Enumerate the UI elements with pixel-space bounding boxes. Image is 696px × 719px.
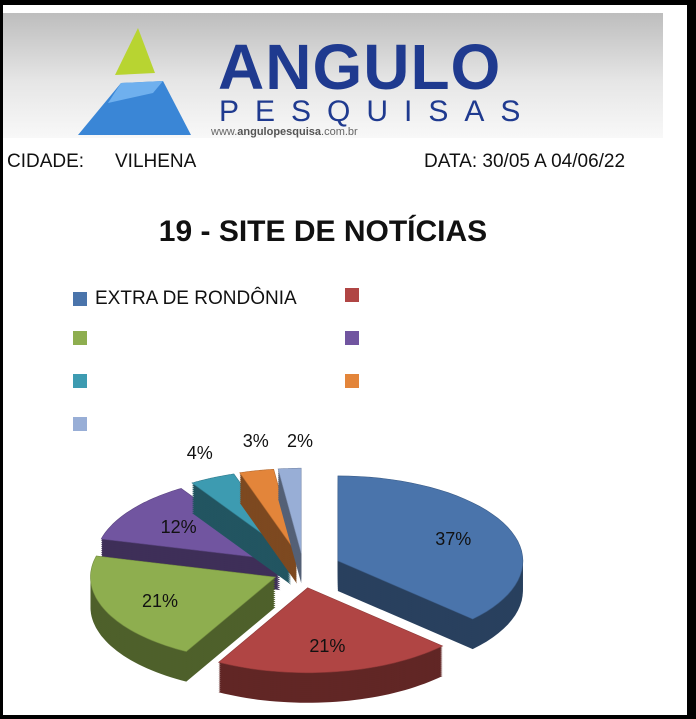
pie-slice	[277, 467, 302, 584]
city-value: VILHENA	[115, 151, 197, 172]
data-label: 21%	[309, 636, 345, 656]
brand-name: ANGULO	[218, 31, 502, 103]
pie-slice-top	[90, 555, 277, 652]
legend-swatch	[73, 417, 87, 431]
chart-title: 19 - SITE DE NOTÍCIAS	[158, 215, 488, 248]
data-label: 2%	[287, 431, 313, 451]
legend-label: EXTRA DE RONDÔNIA	[95, 288, 297, 309]
legend-swatch	[73, 331, 87, 345]
legend-item	[345, 374, 367, 388]
logo-banner: ANGULO PESQUISAS www.angulopesquisa.com.…	[3, 13, 663, 138]
legend-item: EXTRA DE RONDÔNIA	[73, 288, 297, 310]
legend-swatch	[345, 331, 359, 345]
legend-swatch	[73, 292, 87, 306]
legend-swatch	[345, 374, 359, 388]
legend-item	[73, 331, 95, 345]
date-text: DATA: 30/05 A 04/06/22	[424, 151, 626, 172]
data-label: 12%	[161, 517, 197, 537]
pie-slice	[217, 587, 444, 703]
city-label: CIDADE:	[7, 151, 85, 172]
pie-slice-top	[337, 475, 524, 620]
data-label: 37%	[435, 529, 471, 549]
pie-slice	[337, 475, 524, 650]
legend-swatch	[73, 374, 87, 388]
legend-item	[73, 417, 95, 431]
pie-slice	[90, 555, 277, 682]
logo-icon	[78, 28, 191, 135]
pie-slice	[239, 469, 298, 584]
legend-item	[345, 331, 367, 345]
report-page: ANGULO PESQUISAS www.angulopesquisa.com.…	[3, 5, 687, 715]
data-label: 4%	[187, 443, 213, 463]
pie-slice-top	[239, 469, 298, 554]
pie-chart: 37% 21% 21% 12% 4% 3% 2%	[90, 431, 524, 703]
data-label: 21%	[142, 591, 178, 611]
legend-item	[73, 374, 95, 388]
brand-url: www.angulopesquisa.com.br	[211, 126, 358, 138]
legend-swatch	[345, 288, 359, 302]
data-label: 3%	[243, 431, 269, 451]
pie-slice-top	[277, 467, 302, 554]
legend-item	[345, 288, 367, 302]
pie-slice-top	[217, 587, 444, 674]
brand-subtitle: PESQUISAS	[219, 95, 537, 128]
